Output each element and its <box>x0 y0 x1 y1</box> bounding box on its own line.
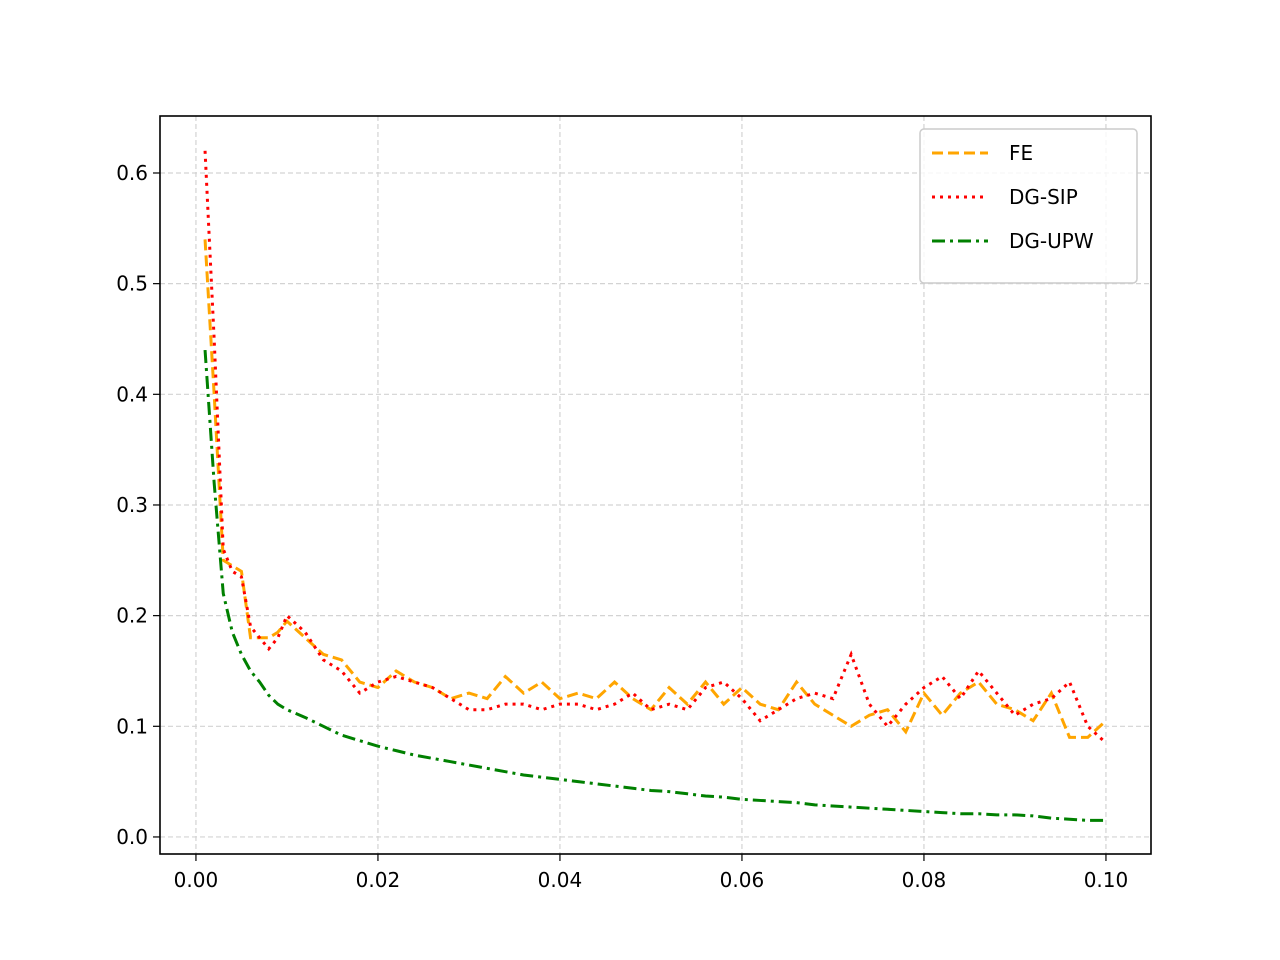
x-tick-label: 0.02 <box>356 868 401 892</box>
series-line <box>203 349 1106 822</box>
plot-frame <box>159 115 1152 855</box>
x-tick-label: 0.04 <box>538 868 583 892</box>
y-tick-label: 0.5 <box>116 272 148 296</box>
series-line <box>203 239 1107 739</box>
legend-label: FE <box>1009 141 1033 165</box>
y-tick-label: 0.3 <box>116 493 148 517</box>
x-tick-label: 0.06 <box>720 868 765 892</box>
y-tick-label: 0.4 <box>116 382 148 406</box>
x-tick-label: 0.08 <box>902 868 947 892</box>
series-line <box>203 150 1107 745</box>
y-tick-label: 0.1 <box>116 714 148 738</box>
y-tick-label: 0.6 <box>116 161 148 185</box>
y-tick-label: 0.2 <box>116 604 148 628</box>
x-tick-label: 0.00 <box>174 868 219 892</box>
y-tick-label: 0.0 <box>116 825 148 849</box>
legend-box <box>919 128 1138 284</box>
x-tick-label: 0.10 <box>1084 868 1129 892</box>
legend-label: DG-SIP <box>1009 185 1078 209</box>
legend-label: DG-UPW <box>1009 229 1094 253</box>
